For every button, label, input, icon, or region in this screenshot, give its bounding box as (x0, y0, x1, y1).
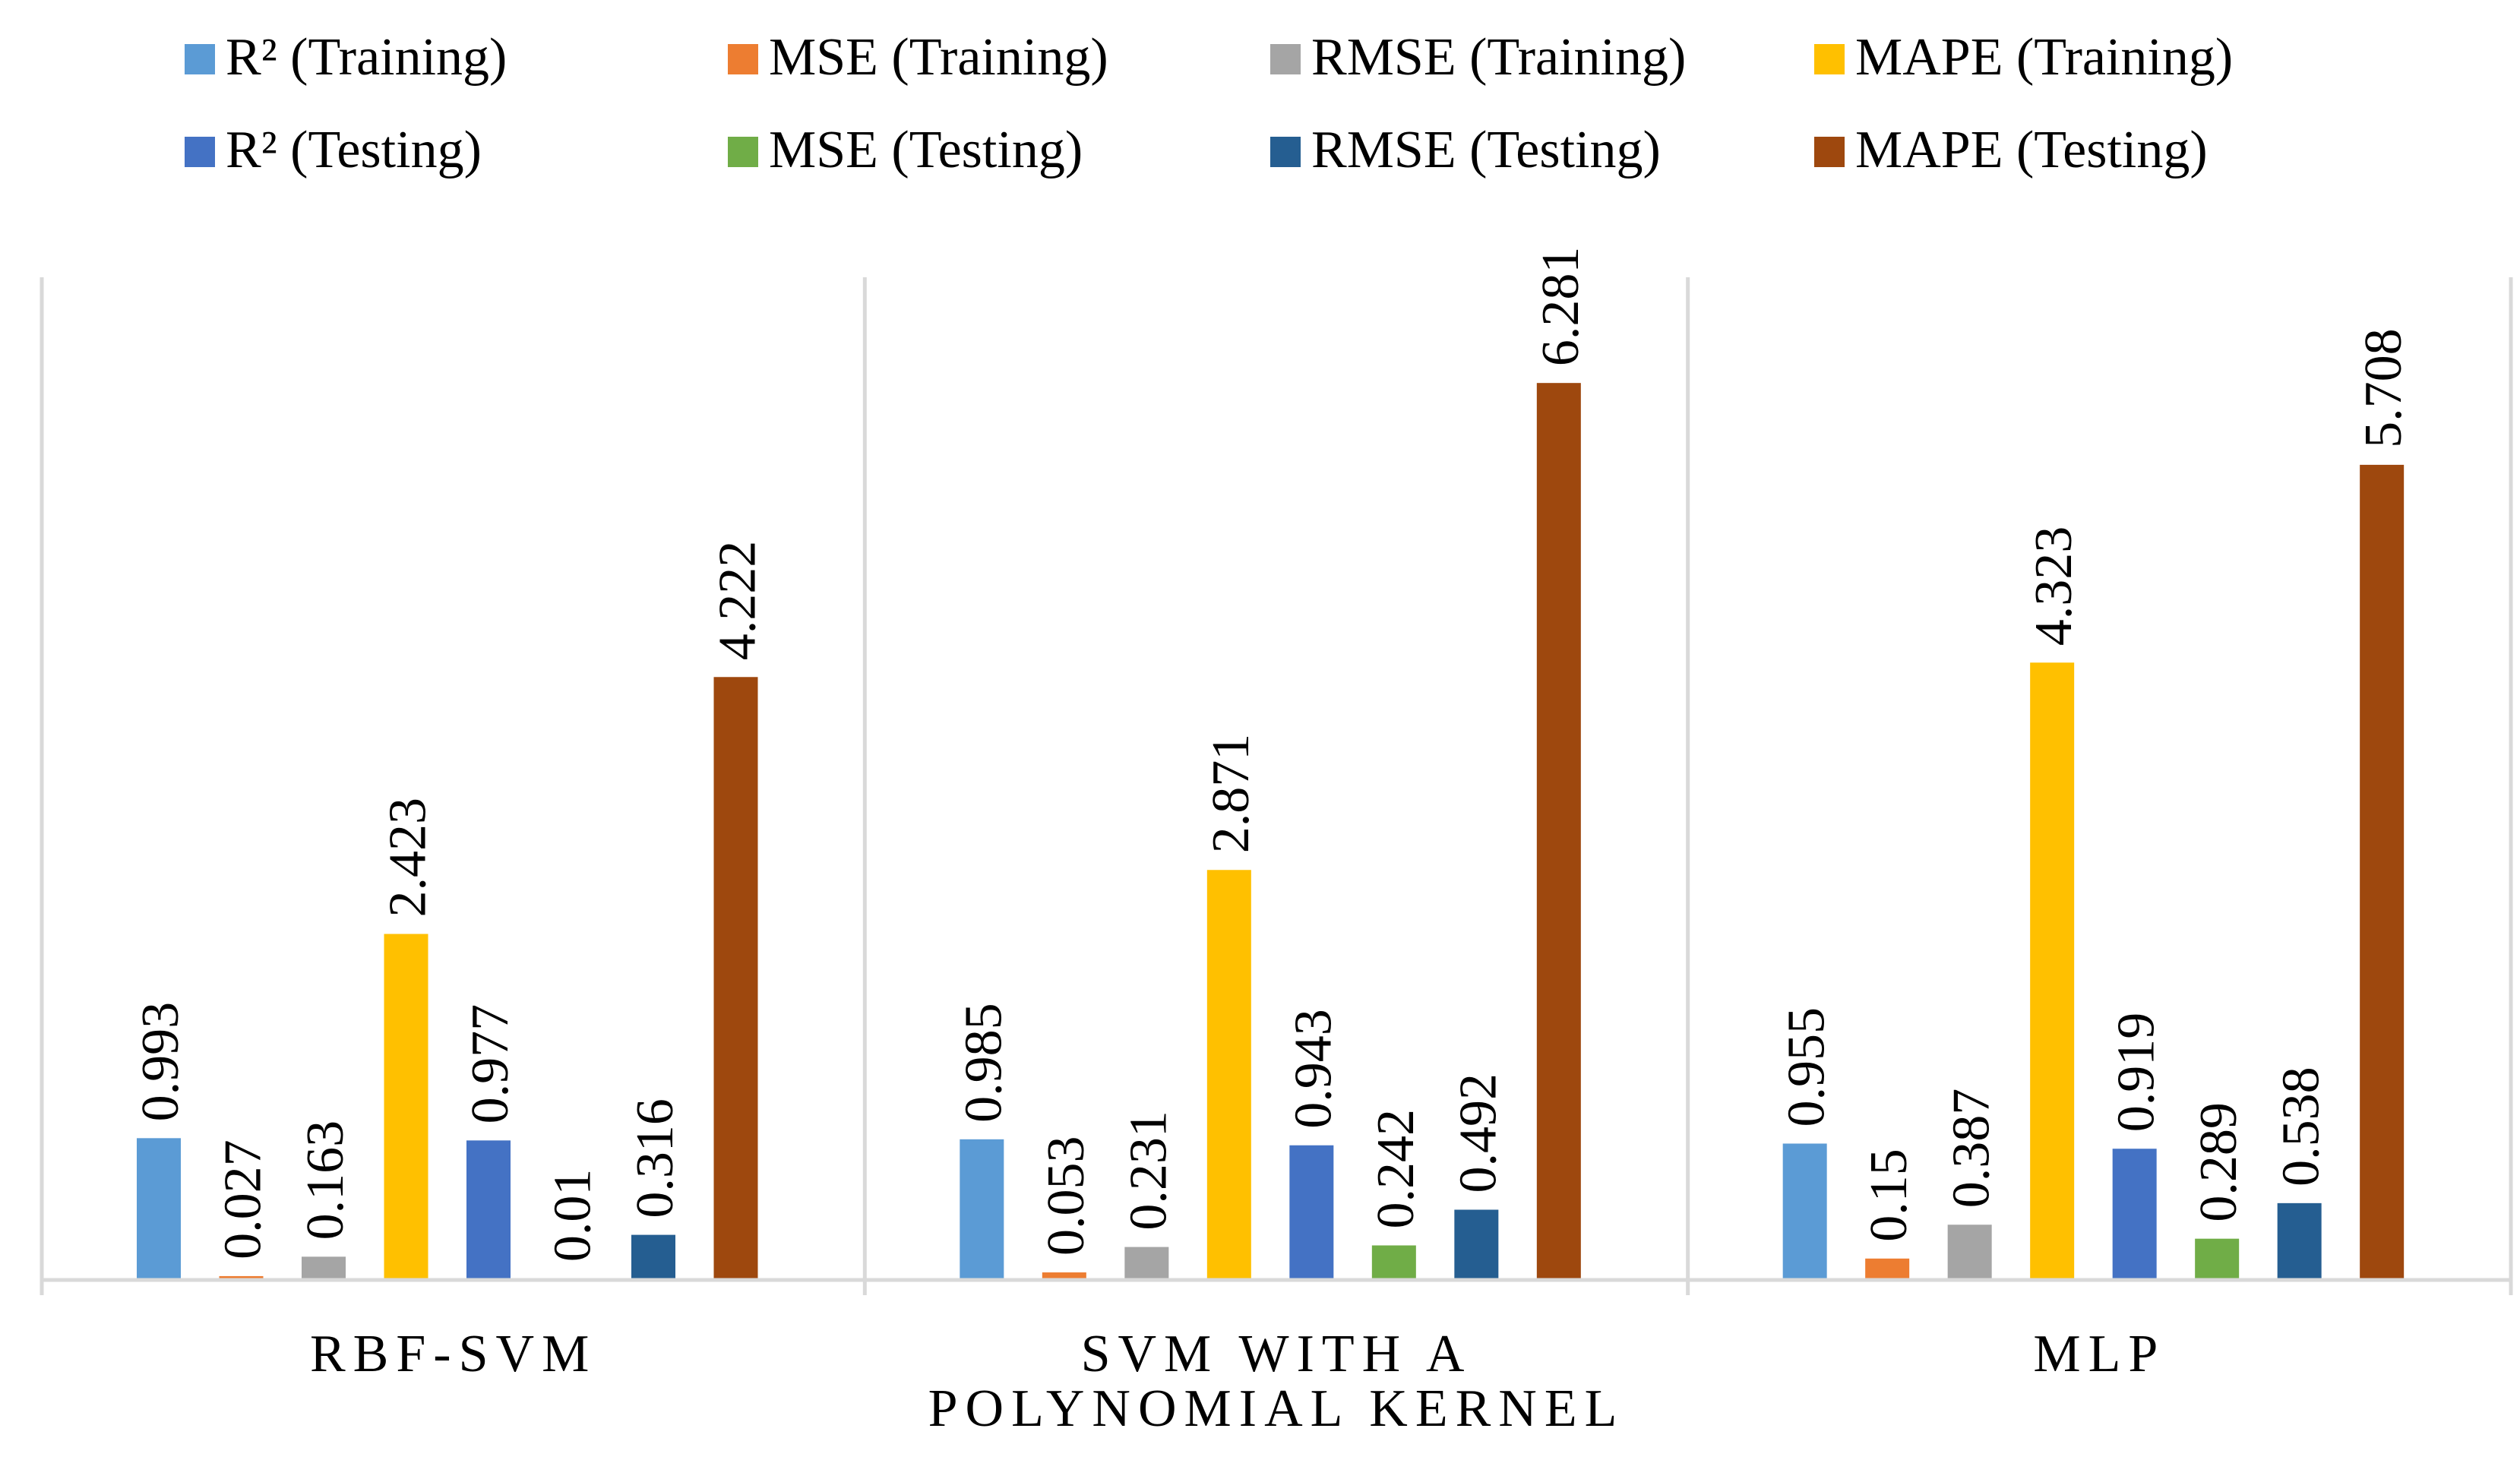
bar-series-group (137, 383, 2405, 1280)
bar-r2-testing-svm-with-a-polynomial-kernel (1289, 1145, 1334, 1280)
bar-rmse-training-svm-with-a-polynomial-kernel (1124, 1247, 1169, 1280)
bar-mse-testing-mlp (2195, 1238, 2240, 1280)
legend-item-mse-training: MSE (Training) (728, 28, 1108, 87)
bar-rmse-training-rbf-svm (302, 1256, 346, 1280)
value-label: 0.955 (1778, 1007, 1836, 1127)
value-label: 0.993 (131, 1002, 190, 1122)
bar-mse-training-mlp (1865, 1258, 1910, 1280)
value-label: 0.387 (1943, 1089, 2001, 1209)
legend-label: RMSE (Testing) (1311, 121, 1661, 179)
category-label-line: SVM WITH A (1081, 1325, 1472, 1383)
bar-r2-testing-rbf-svm (466, 1140, 511, 1280)
chart-legend: R² (Training) MSE (Training) RMSE (Trainin… (185, 28, 2233, 179)
value-label: 0.538 (2272, 1067, 2331, 1187)
bar-mape-testing-rbf-svm (713, 677, 758, 1280)
bar-rmse-testing-svm-with-a-polynomial-kernel (1454, 1209, 1499, 1280)
bar-mape-testing-mlp (2360, 464, 2405, 1280)
legend-label: MAPE (Training) (1855, 28, 2233, 87)
bar-group-mlp (1782, 464, 2405, 1280)
value-label: 0.289 (2190, 1102, 2248, 1222)
value-label: 0.231 (1119, 1111, 1178, 1231)
bar-rmse-training-mlp (1947, 1225, 1992, 1280)
legend-item-mape-testing: MAPE (Testing) (1814, 121, 2208, 179)
legend-swatch (185, 137, 215, 167)
legend-label: MAPE (Testing) (1855, 121, 2208, 179)
value-label: 0.977 (461, 1004, 520, 1124)
legend-swatch (728, 137, 758, 167)
category-label-mlp: MLP (2033, 1325, 2165, 1383)
value-label: 2.871 (1202, 734, 1260, 854)
bar-r2-training-mlp (1782, 1143, 1827, 1280)
legend-item-r2-testing: R² (Testing) (185, 121, 482, 179)
value-label: 0.163 (296, 1120, 355, 1240)
category-label-svm-with-a-polynomial-kernel: SVM WITH A POLYNOMIAL KERNEL (928, 1325, 1625, 1438)
bar-group-rbf-svm (137, 677, 758, 1280)
bar-group-svm-with-a-polynomial-kernel (960, 383, 1581, 1280)
category-label-line: MLP (2033, 1325, 2165, 1383)
bar-rmse-testing-rbf-svm (631, 1234, 675, 1280)
value-label: 0.943 (1284, 1009, 1342, 1129)
value-label: 0.492 (1449, 1073, 1507, 1193)
category-separators (40, 277, 2513, 1295)
legend-label: R² (Testing) (226, 121, 482, 179)
category-labels: RBF-SVM SVM WITH A POLYNOMIAL KERNEL MLP (310, 1325, 2165, 1438)
legend-swatch (185, 44, 215, 74)
bar-mape-training-mlp (2030, 662, 2075, 1280)
legend-item-rmse-testing: RMSE (Testing) (1270, 121, 1661, 179)
legend-item-rmse-training: RMSE (Training) (1270, 28, 1686, 87)
value-label: 4.323 (2025, 526, 2083, 646)
bar-mse-training-svm-with-a-polynomial-kernel (1042, 1272, 1086, 1280)
value-label: 2.423 (379, 798, 438, 918)
bar-rmse-testing-mlp (2277, 1202, 2322, 1280)
value-label: 0.242 (1367, 1109, 1425, 1229)
value-label: 5.708 (2354, 328, 2413, 448)
bar-r2-training-svm-with-a-polynomial-kernel (960, 1139, 1004, 1280)
legend-item-mape-training: MAPE (Training) (1814, 28, 2233, 87)
category-label-line: POLYNOMIAL KERNEL (928, 1379, 1625, 1438)
value-labels: 0.993 0.027 0.163 2.423 0.977 0.01 0.316 4.222 0… (131, 247, 2413, 1262)
value-label: 0.027 (214, 1139, 273, 1259)
legend-swatch (728, 44, 758, 74)
bar-r2-training-rbf-svm (137, 1138, 181, 1280)
legend-swatch (1270, 137, 1301, 167)
bar-r2-testing-mlp (2112, 1149, 2157, 1280)
value-label: 0.985 (954, 1003, 1013, 1123)
legend-label: R² (Training) (226, 28, 507, 87)
value-label: 4.222 (709, 541, 767, 661)
value-label: 0.01 (544, 1169, 602, 1262)
value-label: 0.053 (1037, 1136, 1096, 1256)
category-label-rbf-svm: RBF-SVM (310, 1325, 596, 1383)
value-label: 0.316 (626, 1098, 685, 1218)
value-label: 6.281 (1532, 247, 1590, 367)
bar-mse-testing-svm-with-a-polynomial-kernel (1371, 1245, 1416, 1280)
legend-swatch (1814, 137, 1845, 167)
legend-label: MSE (Training) (769, 28, 1108, 87)
value-label: 0.919 (2107, 1013, 2166, 1133)
value-label: 0.15 (1860, 1149, 1918, 1242)
legend-item-r2-training: R² (Training) (185, 28, 507, 87)
bar-mape-training-rbf-svm (384, 934, 428, 1280)
legend-item-mse-testing: MSE (Testing) (728, 121, 1083, 179)
bar-mape-testing-svm-with-a-polynomial-kernel (1536, 383, 1581, 1280)
category-label-line: RBF-SVM (310, 1325, 596, 1383)
bar-mape-training-svm-with-a-polynomial-kernel (1206, 870, 1251, 1280)
legend-label: RMSE (Training) (1311, 28, 1686, 87)
legend-label: MSE (Testing) (769, 121, 1083, 179)
legend-swatch (1814, 44, 1845, 74)
legend-swatch (1270, 44, 1301, 74)
bar-mse-training-rbf-svm (219, 1275, 264, 1280)
